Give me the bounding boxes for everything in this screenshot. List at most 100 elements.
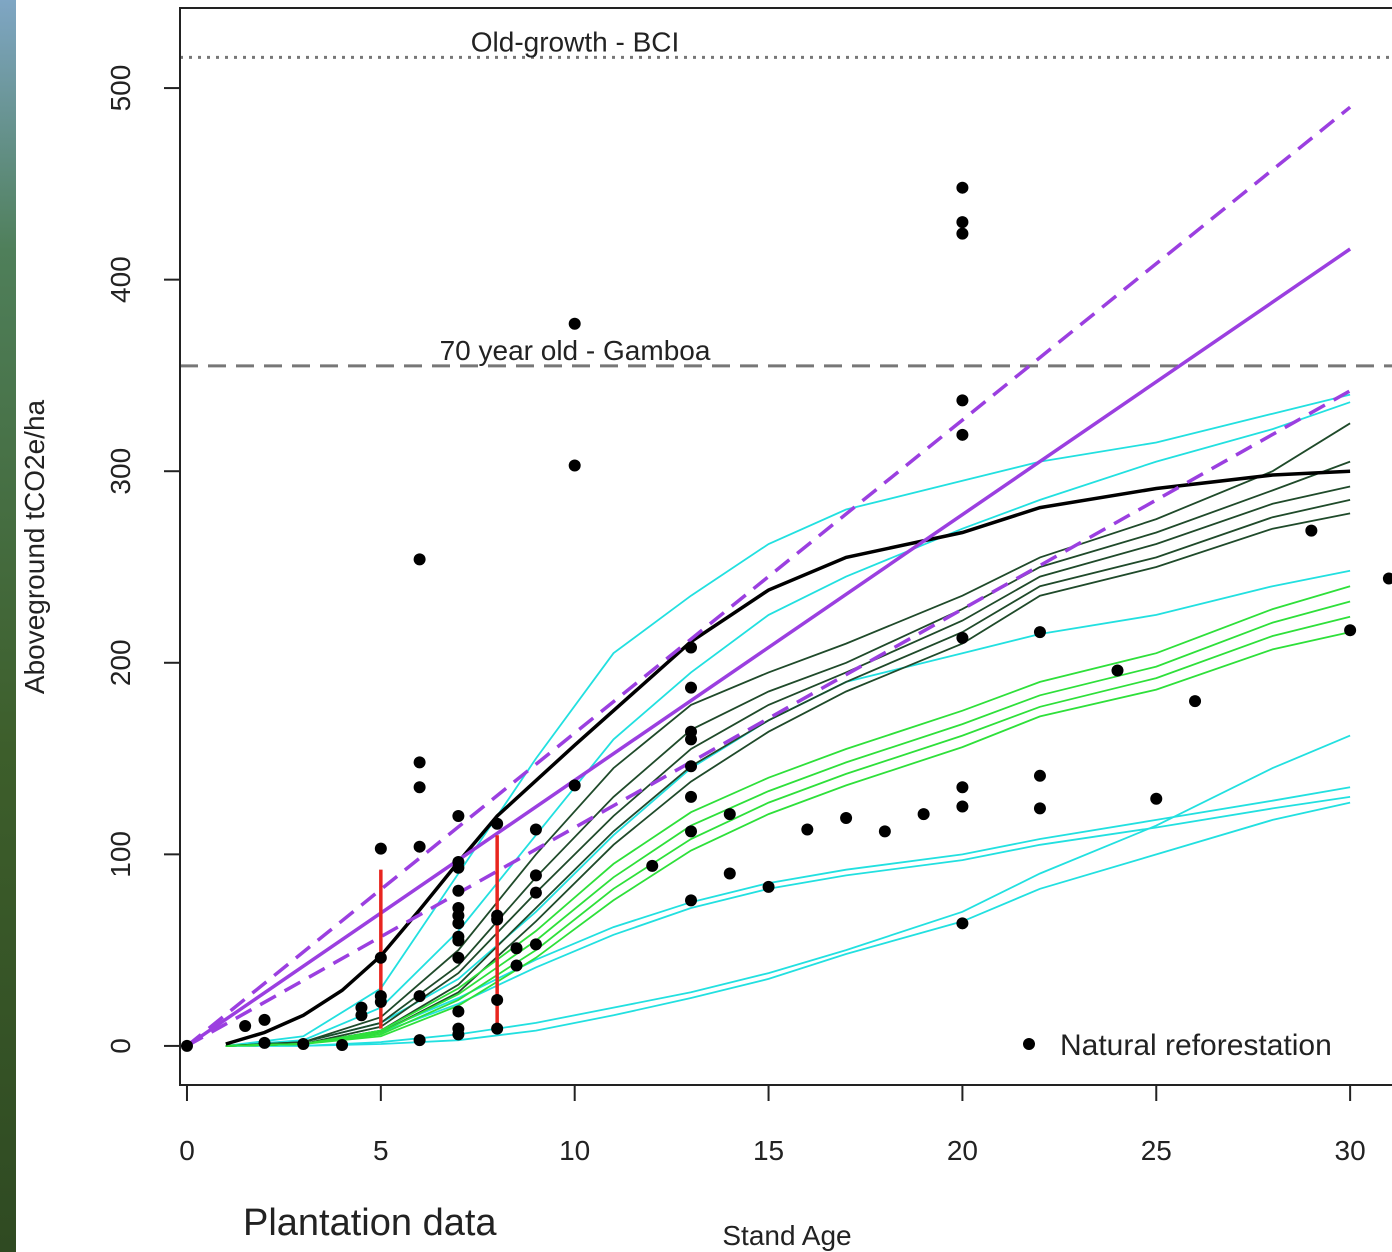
legend-marker (1023, 1038, 1035, 1050)
model-line (225, 485, 1351, 1047)
model-line (225, 422, 1351, 1047)
data-point (956, 781, 969, 794)
model-line (225, 401, 1351, 1047)
data-point (1150, 792, 1163, 805)
data-point (685, 790, 698, 803)
model-line (225, 796, 1351, 1047)
model-line (225, 786, 1351, 1047)
data-point (413, 990, 426, 1003)
model-line (225, 393, 1351, 1047)
reference-label: 70 year old - Gamboa (440, 335, 711, 366)
model-line (225, 460, 1351, 1047)
data-point (568, 317, 581, 330)
model-line (225, 585, 1351, 1047)
data-point (762, 880, 775, 893)
data-point (1344, 624, 1357, 637)
y-tick-label: 0 (105, 1038, 136, 1054)
data-point (491, 913, 504, 926)
data-point (529, 869, 542, 882)
data-point (452, 951, 465, 964)
plot-frame (179, 7, 1392, 1086)
data-point (510, 942, 523, 955)
data-point (491, 993, 504, 1006)
data-point (840, 811, 853, 824)
data-point (723, 808, 736, 821)
data-point (355, 1009, 368, 1022)
data-point (239, 1019, 252, 1032)
x-tick-label: 20 (947, 1135, 978, 1166)
data-point (374, 951, 387, 964)
model-line (186, 247, 1352, 1048)
reference-label: Old-growth - BCI (471, 26, 680, 57)
data-point (452, 861, 465, 874)
data-point (1382, 572, 1392, 585)
data-point (529, 823, 542, 836)
data-point (956, 394, 969, 407)
model-line (185, 105, 1352, 1048)
plantation-annotation: Plantation data (243, 1202, 497, 1244)
data-point (956, 428, 969, 441)
data-point (413, 781, 426, 794)
data-point (956, 181, 969, 194)
y-tick-label: 500 (105, 65, 136, 112)
x-tick-label: 15 (753, 1135, 784, 1166)
data-point (685, 641, 698, 654)
data-point (685, 894, 698, 907)
data-point (685, 733, 698, 746)
data-point (801, 823, 814, 836)
data-point (181, 1039, 193, 1052)
data-point (1189, 695, 1202, 708)
y-tick-label: 300 (105, 448, 136, 495)
data-point (685, 681, 698, 694)
model-line (225, 512, 1351, 1047)
data-point (452, 917, 465, 930)
data-point (568, 459, 581, 472)
data-point (956, 917, 969, 930)
data-point (723, 867, 736, 880)
data-point (878, 825, 891, 838)
data-point (413, 553, 426, 566)
y-tick-label: 400 (105, 256, 136, 303)
x-tick-label: 25 (1141, 1135, 1172, 1166)
data-point (297, 1038, 310, 1051)
y-tick-label: 100 (105, 831, 136, 878)
data-point (413, 756, 426, 769)
data-point (452, 1028, 465, 1041)
data-point (452, 884, 465, 897)
data-point (452, 934, 465, 947)
data-point (956, 631, 969, 644)
model-line (225, 631, 1351, 1047)
data-point (646, 859, 659, 872)
data-point (413, 1034, 426, 1047)
model-line (225, 734, 1351, 1047)
model-line (186, 389, 1351, 1048)
data-point (529, 886, 542, 899)
x-tick-label: 5 (373, 1135, 389, 1166)
x-tick-label: 0 (179, 1135, 195, 1166)
data-point (956, 227, 969, 240)
model-line (225, 569, 1351, 1047)
background-photo-strip (0, 0, 16, 1252)
data-point (452, 1005, 465, 1018)
data-point (1033, 802, 1046, 815)
data-point (374, 995, 387, 1008)
x-tick-label: 10 (559, 1135, 590, 1166)
model-line (225, 801, 1351, 1047)
data-point (917, 808, 930, 821)
data-point (452, 810, 465, 823)
data-point (685, 760, 698, 773)
data-point (1033, 769, 1046, 782)
model-line (225, 615, 1351, 1047)
data-point (1033, 626, 1046, 639)
data-point (258, 1036, 271, 1049)
data-point (491, 817, 504, 830)
data-point (336, 1038, 349, 1051)
data-point (510, 959, 523, 972)
data-point (1111, 664, 1124, 677)
x-axis-label: Stand Age (722, 1220, 851, 1251)
plot-area (181, 55, 1392, 1052)
data-point (491, 1022, 504, 1035)
data-point (374, 842, 387, 855)
data-point (529, 938, 542, 951)
